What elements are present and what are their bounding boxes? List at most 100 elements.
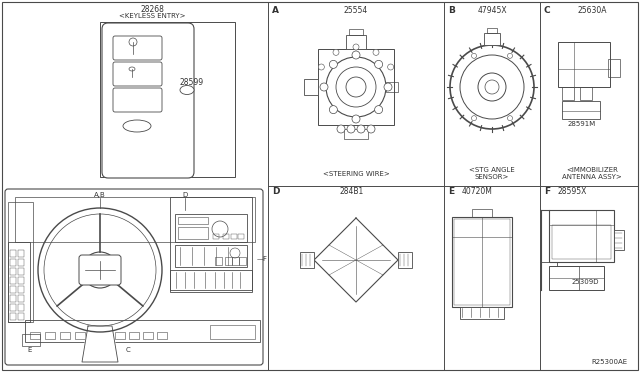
Text: 28591M: 28591M (568, 121, 596, 127)
Bar (18, 304, 24, 311)
Bar (143, 332, 153, 339)
Bar (386, 82, 398, 92)
Text: 28599: 28599 (180, 77, 204, 87)
FancyBboxPatch shape (113, 36, 162, 60)
Circle shape (318, 64, 324, 70)
Bar (170, 270, 252, 290)
Bar (10, 295, 16, 302)
Bar (100, 22, 235, 177)
Bar (318, 49, 394, 125)
Circle shape (450, 45, 534, 129)
Bar (18, 286, 24, 293)
Text: 28595X: 28595X (558, 186, 588, 196)
Circle shape (352, 115, 360, 123)
Text: 25630A: 25630A (577, 6, 607, 15)
Circle shape (357, 125, 365, 133)
Bar (15, 197, 255, 242)
Bar (452, 217, 512, 307)
Bar (175, 214, 247, 242)
Bar (552, 225, 611, 259)
Bar (223, 234, 229, 239)
Bar (18, 277, 24, 284)
Circle shape (388, 64, 394, 70)
Bar (558, 42, 610, 87)
FancyBboxPatch shape (102, 23, 194, 178)
Bar (10, 286, 16, 293)
Bar (487, 28, 497, 33)
Text: 25554: 25554 (344, 6, 368, 15)
Text: D: D (182, 192, 188, 198)
Bar (75, 332, 85, 339)
Circle shape (330, 106, 337, 113)
Bar (18, 250, 24, 257)
Bar (8, 242, 30, 322)
Bar (10, 277, 16, 284)
Bar (580, 87, 592, 100)
Circle shape (352, 51, 360, 59)
Bar (398, 252, 412, 268)
Circle shape (478, 73, 506, 101)
Bar (18, 259, 24, 266)
Bar (45, 332, 55, 339)
FancyBboxPatch shape (113, 88, 162, 112)
Circle shape (472, 53, 477, 58)
Bar (175, 245, 247, 267)
Bar (460, 307, 504, 319)
Bar (562, 87, 574, 100)
Bar (10, 313, 16, 320)
Bar (304, 79, 318, 95)
Text: —F: —F (257, 256, 268, 262)
Bar (10, 268, 16, 275)
Bar (238, 234, 244, 239)
Bar (157, 332, 167, 339)
Bar (10, 259, 16, 266)
Bar (232, 257, 239, 265)
Circle shape (374, 106, 383, 113)
Bar (213, 234, 219, 239)
Circle shape (337, 125, 345, 133)
Text: <STEERING WIRE>: <STEERING WIRE> (323, 171, 389, 177)
Text: R25300AE: R25300AE (592, 359, 628, 365)
Bar (210, 325, 255, 339)
Bar (484, 33, 500, 45)
Polygon shape (314, 218, 398, 302)
Text: 28268: 28268 (140, 4, 164, 13)
Bar (60, 332, 70, 339)
Circle shape (374, 60, 383, 68)
Bar (454, 219, 510, 305)
Text: <STG ANGLE
SENSOR>: <STG ANGLE SENSOR> (469, 167, 515, 180)
Text: C: C (544, 6, 550, 15)
Bar (614, 230, 624, 250)
Circle shape (508, 116, 513, 121)
Bar (549, 210, 614, 262)
Circle shape (367, 125, 375, 133)
Bar (344, 129, 368, 139)
Bar (22, 334, 40, 346)
Text: E: E (28, 347, 32, 353)
Bar (170, 197, 252, 292)
Bar (346, 35, 366, 49)
Bar (231, 234, 237, 239)
Bar (215, 257, 222, 265)
Circle shape (333, 49, 339, 55)
Text: E: E (448, 186, 454, 196)
Text: F: F (544, 186, 550, 196)
Bar (18, 268, 24, 275)
Bar (10, 250, 16, 257)
Bar (349, 29, 363, 35)
Circle shape (384, 83, 392, 91)
Ellipse shape (123, 120, 151, 132)
Bar (562, 101, 600, 119)
Text: 47945X: 47945X (477, 6, 507, 15)
Bar (25, 320, 260, 342)
Text: N: N (96, 264, 104, 274)
Text: <KEYLESS ENTRY>: <KEYLESS ENTRY> (119, 13, 185, 19)
Text: 40720M: 40720M (462, 186, 493, 196)
Text: B: B (448, 6, 455, 15)
Ellipse shape (180, 86, 194, 94)
Circle shape (373, 49, 379, 55)
FancyBboxPatch shape (113, 62, 162, 86)
Bar (129, 332, 139, 339)
Bar (18, 313, 24, 320)
Text: A: A (272, 6, 279, 15)
